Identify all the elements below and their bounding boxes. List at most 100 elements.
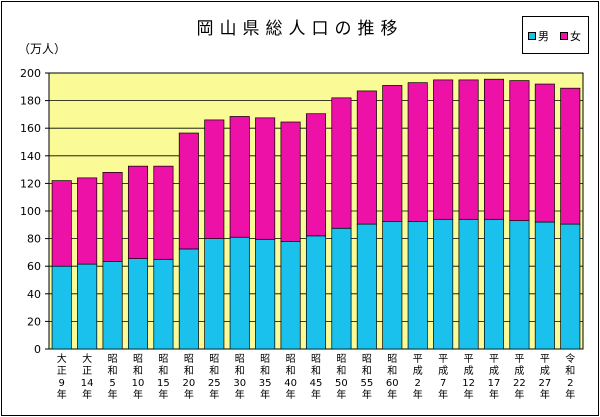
x-tick-label: 年 <box>311 388 321 401</box>
x-tick-label: 年 <box>184 388 194 401</box>
legend-label-female: 女 <box>570 30 581 43</box>
x-tick-label: 17 <box>488 378 501 389</box>
x-tick-label: 年 <box>413 388 423 401</box>
x-tick-label: 和 <box>133 365 143 377</box>
y-tick-label: 0 <box>34 343 41 356</box>
x-tick-label: 年 <box>438 388 448 401</box>
x-tick-label: 2 <box>567 378 573 389</box>
x-tick-label: 9 <box>59 378 65 389</box>
x-tick-label: 7 <box>440 378 446 389</box>
bar-female <box>178 132 199 250</box>
bar-female <box>204 119 225 239</box>
x-tick-label: 大 <box>82 352 92 365</box>
bar-male <box>356 223 377 350</box>
y-tick-label: 200 <box>20 67 41 80</box>
x-tick-label: 昭 <box>260 353 270 365</box>
x-tick-label: 年 <box>464 388 474 401</box>
bar-female <box>458 79 479 220</box>
x-tick-label: 2 <box>415 378 421 389</box>
y-tick-label: 60 <box>27 260 41 273</box>
legend-item-female: 女 <box>560 28 581 44</box>
chart-title: 岡山県総人口の推移 <box>196 19 404 39</box>
x-tick-label: 和 <box>336 365 346 377</box>
bar-female <box>127 165 149 259</box>
x-tick-label: 成 <box>413 365 423 377</box>
bar-male <box>483 218 505 350</box>
bar-female <box>305 113 327 237</box>
bar-male <box>407 221 428 350</box>
x-tick-label: 年 <box>235 388 245 401</box>
y-tick-label: 20 <box>27 315 41 328</box>
x-tick-label: 年 <box>540 388 550 401</box>
x-tick-label: 和 <box>311 365 321 377</box>
x-tick-label: 年 <box>565 388 575 401</box>
x-tick-label: 平 <box>489 354 499 365</box>
legend-swatch-female <box>560 32 568 40</box>
bar-female <box>483 78 505 220</box>
x-tick-label: 10 <box>132 378 145 389</box>
x-tick-label: 和 <box>184 365 194 377</box>
bar-female <box>382 85 403 222</box>
x-tick-label: 平 <box>540 354 550 365</box>
x-tick-label: 昭 <box>311 353 321 365</box>
legend-item-male: 男 <box>528 28 549 44</box>
bar-female <box>153 165 174 260</box>
x-tick-label: 年 <box>260 388 270 401</box>
x-tick-label: 25 <box>208 378 221 389</box>
x-tick-label: 成 <box>514 365 524 377</box>
x-tick-label: 和 <box>235 365 245 377</box>
y-tick-label: 40 <box>27 288 41 301</box>
bar-male <box>102 261 123 350</box>
x-tick-label: 14 <box>81 378 94 389</box>
x-tick-label: 平 <box>464 354 474 365</box>
x-tick-label: 平 <box>514 354 524 365</box>
x-tick-label: 昭 <box>133 353 143 365</box>
x-tick-label: 昭 <box>336 353 346 365</box>
y-tick-label: 160 <box>20 122 41 135</box>
bar-male <box>331 227 352 350</box>
x-tick-label: 正 <box>57 366 67 377</box>
bar-male <box>382 221 403 350</box>
legend-swatch-male <box>528 32 536 40</box>
x-tick-label: 5 <box>109 378 115 389</box>
bar-male <box>153 258 174 350</box>
x-tick-label: 和 <box>362 365 372 377</box>
x-tick-label: 和 <box>286 365 296 377</box>
bar-male <box>458 218 479 350</box>
x-tick-label: 年 <box>286 388 296 401</box>
x-tick-label: 45 <box>310 378 323 389</box>
x-tick-label: 年 <box>57 388 67 401</box>
bar-female <box>534 83 555 223</box>
bar-male <box>77 263 98 350</box>
bar-female <box>51 180 72 267</box>
bar-male <box>509 220 530 350</box>
bar-male <box>534 221 555 350</box>
bar-male <box>433 218 454 350</box>
x-tick-label: 和 <box>158 365 168 377</box>
bar-male <box>255 238 276 350</box>
x-tick-label: 30 <box>233 378 246 389</box>
x-tick-label: 平 <box>413 354 423 365</box>
bar-male <box>127 258 149 350</box>
x-tick-label: 35 <box>259 378 272 389</box>
y-tick-label: 80 <box>27 233 41 246</box>
x-tick-label: 年 <box>108 388 118 401</box>
x-tick-label: 成 <box>489 365 499 377</box>
x-tick-label: 40 <box>284 378 297 389</box>
legend: 男 女 <box>522 16 589 54</box>
x-tick-label: 年 <box>362 388 372 401</box>
x-tick-label: 和 <box>565 365 575 377</box>
bar-male <box>204 238 225 350</box>
bar-female <box>407 82 428 222</box>
x-tick-label: 和 <box>108 365 118 377</box>
x-tick-label: 昭 <box>158 353 168 365</box>
y-tick-label: 140 <box>20 150 41 163</box>
x-tick-label: 年 <box>336 388 346 401</box>
x-tick-label: 昭 <box>184 353 194 365</box>
x-tick-label: 和 <box>209 365 219 377</box>
y-axis-unit: （万人） <box>18 42 67 56</box>
x-tick-label: 年 <box>133 388 143 401</box>
x-tick-label: 大 <box>57 352 67 365</box>
x-tick-label: 年 <box>158 388 168 401</box>
bar-female <box>229 116 250 238</box>
